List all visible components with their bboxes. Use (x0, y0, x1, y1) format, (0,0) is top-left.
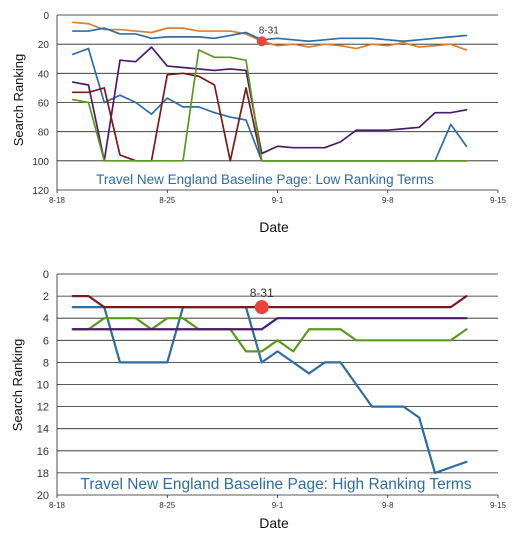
x-tick-label: 9-15 (490, 196, 507, 205)
y-tick-label: 16 (37, 446, 49, 458)
series-line-2 (71, 317, 468, 353)
x-tick-label: 9-8 (382, 501, 394, 510)
y-tick-label: 6 (43, 335, 49, 347)
y-tick-label: 80 (38, 128, 50, 139)
x-tick-labels: 8-18 8-25 9-1 9-8 9-15 (49, 190, 507, 205)
y-tick-labels: 0 2 4 6 8 10 12 14 16 18 20 (37, 269, 49, 502)
series-line-1 (71, 306, 468, 474)
y-tick-label: 20 (38, 40, 50, 51)
y-tick-label: 60 (38, 99, 50, 110)
y-tick-label: 0 (43, 269, 49, 281)
chart-title: Travel New England Baseline Page: Low Ra… (96, 172, 434, 187)
y-axis-title: Search Ranking (11, 54, 26, 147)
y-tick-label: 12 (37, 402, 49, 414)
low-ranking-chart: 0 20 40 60 80 100 120 8-18 8-25 9-1 9-8 9-15 Searc… (11, 11, 507, 235)
y-tick-label: 4 (43, 313, 49, 325)
y-tick-label: 8 (43, 357, 49, 369)
series-line-3 (71, 317, 468, 331)
y-tick-label: 0 (43, 11, 49, 22)
x-tick-label: 8-25 (159, 501, 176, 510)
y-tick-label: 18 (37, 468, 49, 480)
x-tick-labels: 8-18 8-25 9-1 9-8 9-15 (49, 495, 507, 510)
y-axis-title: Search Ranking (10, 339, 25, 432)
y-tick-label: 2 (43, 291, 49, 303)
y-tick-labels: 0 20 40 60 80 100 120 (32, 11, 49, 197)
x-tick-label: 9-15 (490, 501, 507, 510)
y-tick-label: 14 (37, 424, 49, 436)
series-line-6 (71, 49, 468, 162)
date-marker-label: 8-31 (250, 286, 274, 300)
y-tick-label: 10 (37, 380, 49, 392)
series-line-1 (71, 21, 468, 51)
y-tick-label: 40 (38, 69, 50, 80)
x-axis-title: Date (259, 219, 289, 235)
date-marker-dot (254, 300, 269, 315)
x-axis-title: Date (259, 515, 289, 531)
x-tick-label: 9-1 (272, 196, 284, 205)
x-tick-label: 8-18 (49, 501, 66, 510)
series-line-3 (71, 47, 468, 162)
chart-title: Travel New England Baseline Page: High R… (80, 476, 471, 493)
x-tick-label: 8-18 (49, 196, 66, 205)
series-line-4 (71, 46, 468, 162)
high-ranking-chart: 0 2 4 6 8 10 12 14 16 18 20 8-18 8-25 9-1 9-8 9-15 Sea… (10, 269, 507, 531)
y-tick-label: 20 (37, 490, 49, 502)
series-lines (71, 295, 468, 474)
date-marker-dot (256, 36, 267, 47)
y-tick-label: 100 (32, 157, 49, 168)
gridlines (56, 14, 498, 191)
y-tick-label: 120 (32, 186, 49, 197)
date-marker-label: 8-31 (259, 25, 279, 36)
series-line-5 (71, 72, 468, 162)
series-line-2 (71, 27, 468, 43)
x-tick-label: 8-25 (159, 196, 176, 205)
x-tick-label: 9-1 (272, 501, 284, 510)
series-lines (71, 21, 468, 162)
series-line-4 (71, 295, 468, 309)
x-tick-label: 9-8 (382, 196, 394, 205)
